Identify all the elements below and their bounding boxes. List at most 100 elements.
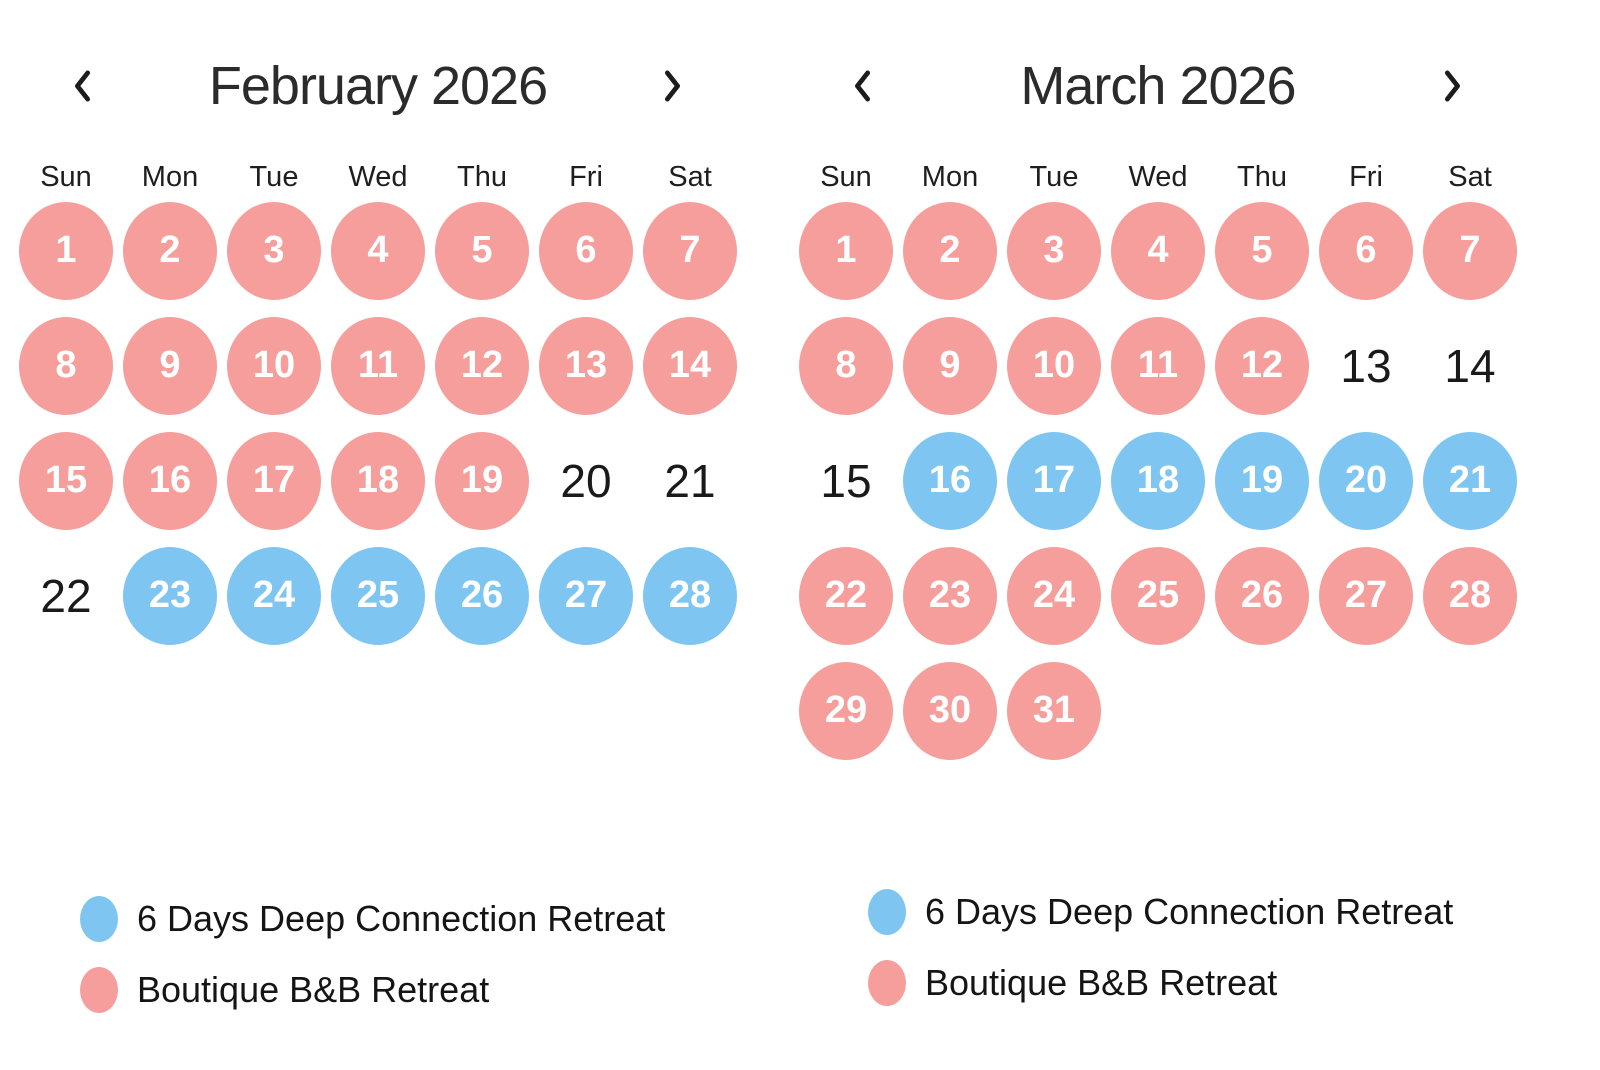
day-february-28[interactable]: 28: [643, 546, 737, 645]
weekday-label-sat: Sat: [668, 161, 712, 193]
day-february-19[interactable]: 19: [435, 431, 529, 530]
chevron-left-icon: [848, 65, 878, 107]
day-march-13[interactable]: 13: [1340, 339, 1392, 392]
day-march-30[interactable]: 30: [903, 661, 997, 760]
day-march-25[interactable]: 25: [1111, 546, 1205, 645]
day-february-9[interactable]: 9: [123, 316, 217, 415]
day-march-18[interactable]: 18: [1111, 431, 1205, 530]
day-february-14[interactable]: 14: [643, 316, 737, 415]
day-february-12[interactable]: 12: [435, 316, 529, 415]
weekday-label-wed: Wed: [348, 161, 408, 193]
legend-item-pink: Boutique B&B Retreat: [868, 960, 1453, 1006]
legend-item-pink: Boutique B&B Retreat: [80, 967, 665, 1013]
day-march-12[interactable]: 12: [1215, 316, 1309, 415]
day-february-2[interactable]: 2: [123, 201, 217, 300]
legend-label: Boutique B&B Retreat: [137, 969, 490, 1010]
calendar-header: February 2026: [14, 50, 742, 122]
day-march-23[interactable]: 23: [903, 546, 997, 645]
chevron-right-icon: [657, 65, 687, 107]
weekday-label-fri: Fri: [1349, 161, 1383, 193]
day-march-3[interactable]: 3: [1007, 201, 1101, 300]
day-march-14[interactable]: 14: [1444, 339, 1496, 392]
day-march-29[interactable]: 29: [799, 661, 893, 760]
legend-march: 6 Days Deep Connection Retreat Boutique B…: [868, 889, 1453, 1006]
day-february-17[interactable]: 17: [227, 431, 321, 530]
pink-legend-dot-icon: [868, 960, 906, 1006]
day-march-24[interactable]: 24: [1007, 546, 1101, 645]
legend-label: Boutique B&B Retreat: [925, 962, 1278, 1003]
day-february-22[interactable]: 22: [40, 569, 92, 622]
day-february-4[interactable]: 4: [331, 201, 425, 300]
blue-legend-dot-icon: [80, 896, 118, 942]
day-february-27[interactable]: 27: [539, 546, 633, 645]
weekday-label-sun: Sun: [40, 161, 92, 193]
day-march-22[interactable]: 22: [799, 546, 893, 645]
day-february-23[interactable]: 23: [123, 546, 217, 645]
day-march-17[interactable]: 17: [1007, 431, 1101, 530]
day-march-20[interactable]: 20: [1319, 431, 1413, 530]
legend-item-blue: 6 Days Deep Connection Retreat: [80, 896, 665, 942]
next-month-button[interactable]: [647, 61, 697, 111]
chevron-left-icon: [68, 65, 98, 107]
day-february-21[interactable]: 21: [664, 454, 716, 507]
day-march-27[interactable]: 27: [1319, 546, 1413, 645]
day-february-15[interactable]: 15: [19, 431, 113, 530]
day-march-26[interactable]: 26: [1215, 546, 1309, 645]
blue-legend-dot-icon: [868, 889, 906, 935]
weekday-label-sat: Sat: [1448, 161, 1492, 193]
day-march-1[interactable]: 1: [799, 201, 893, 300]
day-march-9[interactable]: 9: [903, 316, 997, 415]
weekday-row: Sun Mon Tue Wed Thu Fri Sat: [14, 155, 742, 199]
weekday-label-mon: Mon: [141, 161, 199, 193]
day-february-20[interactable]: 20: [560, 454, 612, 507]
pink-legend-dot-icon: [80, 967, 118, 1013]
weekday-label-thu: Thu: [1237, 161, 1287, 193]
calendar-title: February 2026: [208, 56, 548, 116]
weekday-label-wed: Wed: [1128, 161, 1188, 193]
day-february-1[interactable]: 1: [19, 201, 113, 300]
day-march-6[interactable]: 6: [1319, 201, 1413, 300]
day-march-19[interactable]: 19: [1215, 431, 1309, 530]
day-march-5[interactable]: 5: [1215, 201, 1309, 300]
day-march-11[interactable]: 11: [1111, 316, 1205, 415]
day-march-7[interactable]: 7: [1423, 201, 1517, 300]
day-february-8[interactable]: 8: [19, 316, 113, 415]
day-march-21[interactable]: 21: [1423, 431, 1517, 530]
legend-february: 6 Days Deep Connection Retreat Boutique B…: [80, 896, 665, 1013]
day-march-4[interactable]: 4: [1111, 201, 1205, 300]
day-february-6[interactable]: 6: [539, 201, 633, 300]
weekday-label-thu: Thu: [457, 161, 507, 193]
day-february-7[interactable]: 7: [643, 201, 737, 300]
prev-month-button[interactable]: [58, 61, 108, 111]
weekday-label-sun: Sun: [820, 161, 872, 193]
day-march-28[interactable]: 28: [1423, 546, 1517, 645]
day-february-16[interactable]: 16: [123, 431, 217, 530]
day-march-2[interactable]: 2: [903, 201, 997, 300]
weekday-row: Sun Mon Tue Wed Thu Fri Sat: [794, 155, 1522, 199]
day-february-3[interactable]: 3: [227, 201, 321, 300]
calendar-title: March 2026: [1020, 56, 1296, 116]
weekday-label-mon: Mon: [921, 161, 979, 193]
day-february-25[interactable]: 25: [331, 546, 425, 645]
prev-month-button[interactable]: [838, 61, 888, 111]
day-february-24[interactable]: 24: [227, 546, 321, 645]
weekday-label-fri: Fri: [569, 161, 603, 193]
legend-label: 6 Days Deep Connection Retreat: [137, 898, 666, 939]
day-grid: 1 2 3 4 5 6 7 8 9 10 11 12 13 14 15 16 17 18 19 20 21 22 23 24 2…: [794, 193, 1522, 768]
day-february-10[interactable]: 10: [227, 316, 321, 415]
day-february-18[interactable]: 18: [331, 431, 425, 530]
calendar-header: March 2026: [794, 50, 1522, 122]
day-march-10[interactable]: 10: [1007, 316, 1101, 415]
day-february-26[interactable]: 26: [435, 546, 529, 645]
day-march-16[interactable]: 16: [903, 431, 997, 530]
day-march-15[interactable]: 15: [820, 454, 872, 507]
day-february-11[interactable]: 11: [331, 316, 425, 415]
day-march-31[interactable]: 31: [1007, 661, 1101, 760]
day-february-13[interactable]: 13: [539, 316, 633, 415]
day-february-5[interactable]: 5: [435, 201, 529, 300]
next-month-button[interactable]: [1427, 61, 1477, 111]
day-march-8[interactable]: 8: [799, 316, 893, 415]
